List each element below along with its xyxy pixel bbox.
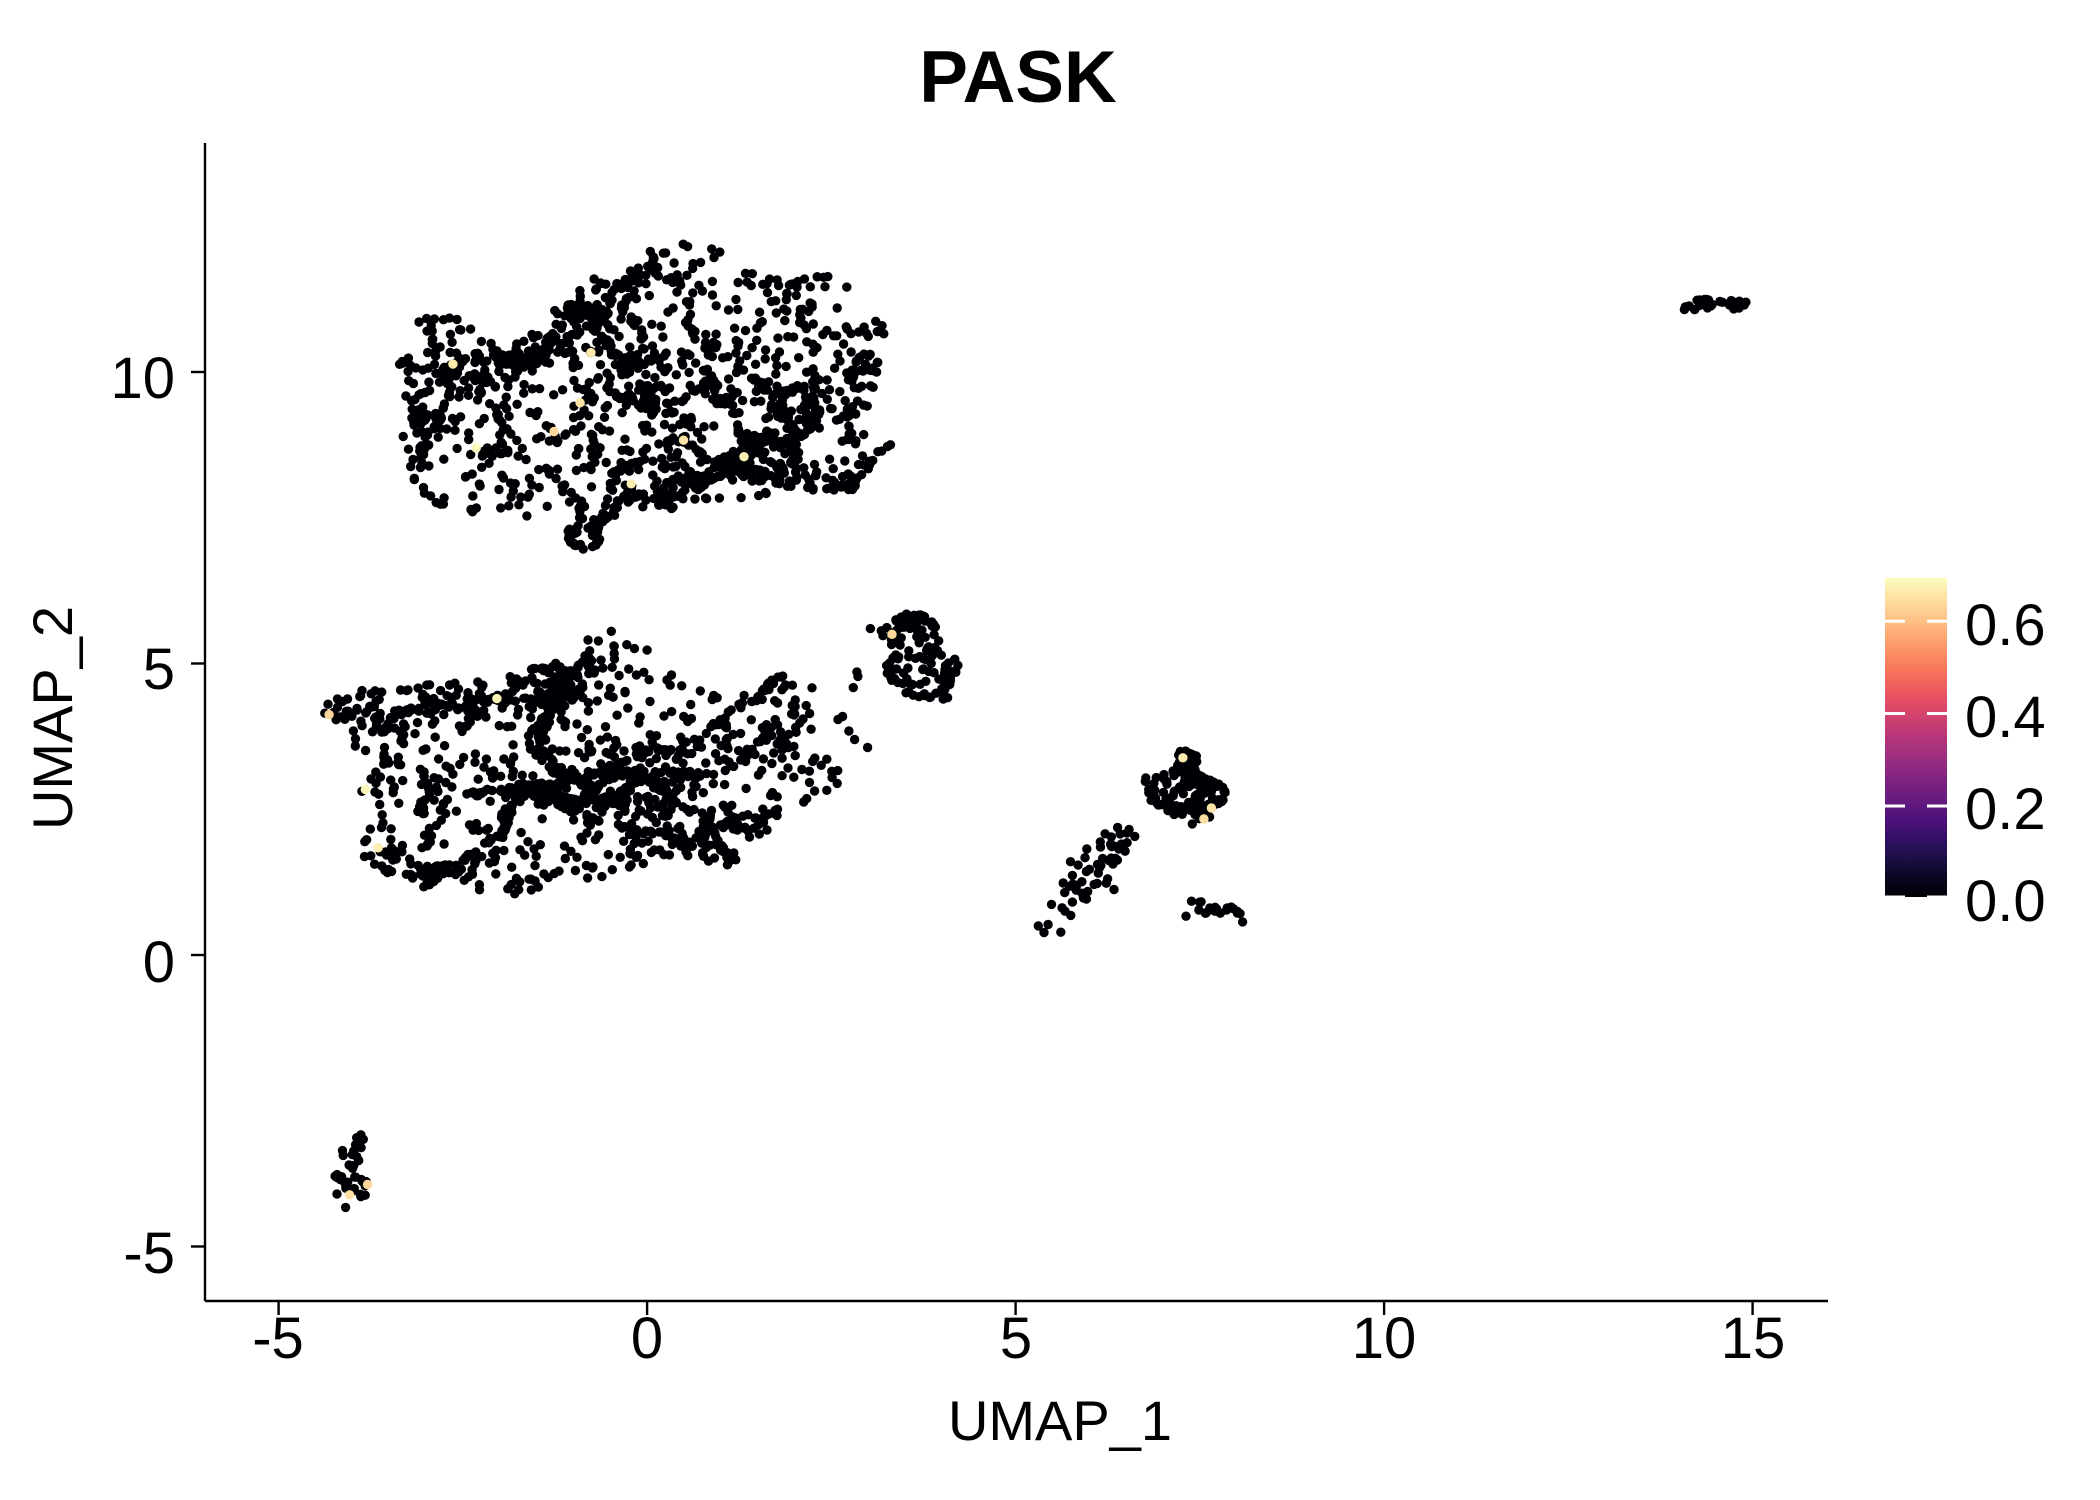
svg-text:UMAP_2: UMAP_2: [21, 606, 84, 830]
